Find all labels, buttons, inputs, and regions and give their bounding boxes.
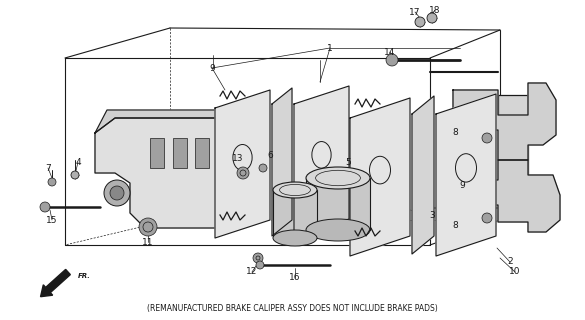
FancyArrow shape	[40, 269, 70, 297]
Text: 10: 10	[510, 268, 521, 276]
Text: (REMANUFACTURED BRAKE CALIPER ASSY DOES NOT INCLUDE BRAKE PADS): (REMANUFACTURED BRAKE CALIPER ASSY DOES …	[147, 303, 438, 313]
Circle shape	[48, 178, 56, 186]
Ellipse shape	[273, 182, 317, 198]
Text: 11: 11	[142, 237, 154, 246]
Polygon shape	[273, 190, 317, 238]
Text: 1: 1	[327, 44, 333, 52]
Text: 9: 9	[209, 63, 215, 73]
Circle shape	[110, 186, 124, 200]
Polygon shape	[95, 110, 247, 133]
Circle shape	[415, 17, 425, 27]
Text: 4: 4	[75, 157, 81, 166]
Circle shape	[71, 171, 79, 179]
Text: 15: 15	[46, 215, 58, 225]
Text: 9: 9	[459, 180, 465, 189]
Ellipse shape	[306, 167, 370, 189]
Text: 2: 2	[507, 258, 513, 267]
Circle shape	[259, 164, 267, 172]
Text: 3: 3	[429, 211, 435, 220]
Text: 6: 6	[267, 150, 273, 159]
Polygon shape	[150, 138, 164, 168]
Circle shape	[386, 54, 398, 66]
Polygon shape	[458, 160, 560, 232]
Text: 18: 18	[429, 5, 441, 14]
Polygon shape	[306, 178, 370, 230]
Circle shape	[256, 256, 260, 260]
Circle shape	[482, 213, 492, 223]
Text: 8: 8	[452, 127, 458, 137]
Text: FR.: FR.	[78, 273, 91, 279]
Circle shape	[40, 202, 50, 212]
Polygon shape	[498, 95, 528, 220]
Circle shape	[482, 133, 492, 143]
Polygon shape	[350, 98, 410, 256]
Text: 7: 7	[45, 164, 51, 172]
Text: 16: 16	[289, 274, 301, 283]
Circle shape	[253, 253, 263, 263]
Text: 14: 14	[384, 47, 395, 57]
Text: 5: 5	[345, 157, 351, 166]
Polygon shape	[195, 138, 209, 168]
Circle shape	[256, 261, 264, 269]
Ellipse shape	[273, 230, 317, 246]
Ellipse shape	[306, 219, 370, 241]
Circle shape	[427, 13, 437, 23]
Polygon shape	[95, 118, 235, 228]
Text: 13: 13	[232, 154, 244, 163]
Polygon shape	[294, 86, 349, 237]
Polygon shape	[453, 83, 556, 160]
Polygon shape	[215, 90, 270, 238]
Polygon shape	[436, 94, 496, 256]
Polygon shape	[412, 96, 434, 254]
Text: 8: 8	[452, 220, 458, 229]
Polygon shape	[272, 88, 292, 236]
Circle shape	[237, 167, 249, 179]
Text: 17: 17	[410, 7, 421, 17]
Circle shape	[104, 180, 130, 206]
Circle shape	[143, 222, 153, 232]
Text: 12: 12	[246, 268, 257, 276]
Polygon shape	[173, 138, 187, 168]
Circle shape	[240, 170, 246, 176]
Circle shape	[139, 218, 157, 236]
